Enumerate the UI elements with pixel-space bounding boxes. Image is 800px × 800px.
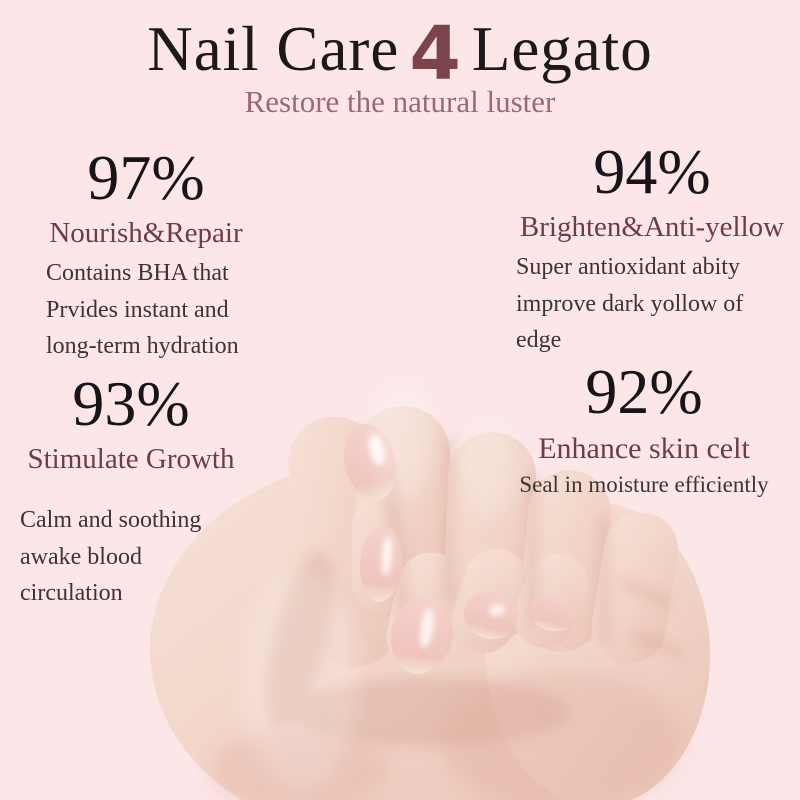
highlights bbox=[240, 380, 516, 790]
title-part-2: Legato bbox=[471, 14, 653, 84]
stat-description-line: improve dark yollow of bbox=[516, 290, 744, 317]
stat-heading: Stimulate Growth bbox=[27, 443, 235, 475]
stat-value: 94% bbox=[593, 136, 711, 207]
stat-description: Super antioxidant abity improve dark yol… bbox=[502, 249, 800, 359]
page-title: Nail Care 4 Legato bbox=[0, 8, 800, 97]
stat-heading: Brighten&Anti-yellow bbox=[519, 211, 785, 243]
stat-block-stimulate-growth: 93% Stimulate Growth Calm and soothing a… bbox=[14, 372, 248, 612]
stat-description: Contains BHA that Prvides instant and lo… bbox=[40, 255, 252, 365]
stat-description: Seal in moisture efficiently bbox=[498, 467, 790, 502]
title-part-1: Nail Care bbox=[147, 14, 400, 84]
stat-description-line: long-term hydration bbox=[46, 333, 239, 360]
ring-nail bbox=[464, 590, 518, 640]
middle-nail bbox=[390, 598, 450, 674]
stat-description-line: awake blood circulation bbox=[20, 543, 142, 607]
stat-value: 97% bbox=[87, 142, 205, 213]
stat-description: Calm and soothing awake blood circulatio… bbox=[14, 502, 248, 612]
pinky-nail bbox=[529, 594, 577, 632]
stat-value: 92% bbox=[585, 356, 703, 427]
page-subtitle: Restore the natural luster bbox=[244, 84, 556, 119]
stat-description-line: Prvides instant and bbox=[46, 296, 229, 323]
stat-block-enhance-skin: 92% Enhance skin celt Seal in moisture e… bbox=[498, 360, 790, 502]
stat-description-line: Seal in moisture efficiently bbox=[519, 472, 769, 497]
stat-description-line: edge bbox=[516, 327, 562, 354]
stat-description-line: Super antioxidant abity bbox=[516, 253, 740, 280]
title-number-4: 4 bbox=[409, 11, 462, 97]
stat-block-brighten-anti-yellow: 94% Brighten&Anti-yellow Super antioxida… bbox=[502, 140, 800, 359]
stat-heading: Enhance skin celt bbox=[538, 432, 750, 465]
stat-description-line: Contains BHA that bbox=[46, 259, 229, 286]
stat-value: 93% bbox=[72, 368, 190, 439]
stat-description-line: Calm and soothing bbox=[20, 506, 202, 533]
stat-block-nourish-repair: 97% Nourish&Repair Contains BHA that Prv… bbox=[40, 146, 252, 365]
stat-heading: Nourish&Repair bbox=[49, 217, 243, 249]
